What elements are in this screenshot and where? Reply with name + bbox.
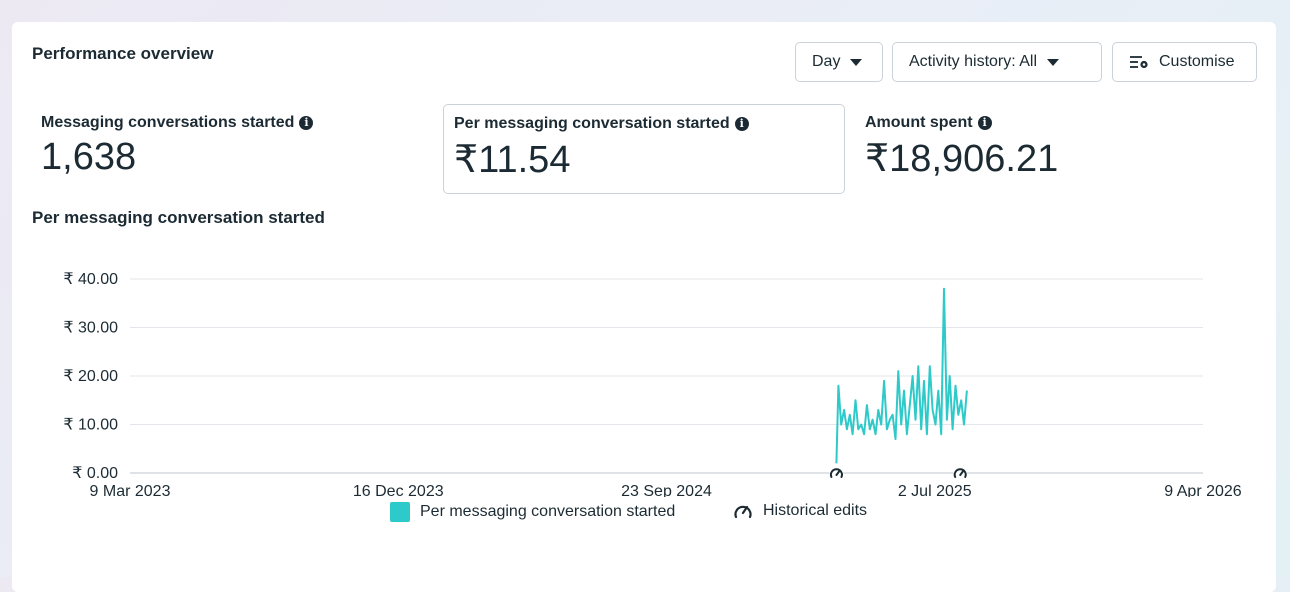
page-title: Performance overview: [32, 44, 214, 63]
metric-value: ₹18,906.21: [865, 138, 1059, 180]
metric-cost-per-conversation[interactable]: Per messaging conversation started i ₹11…: [443, 104, 845, 194]
x-tick-label: 16 Dec 2023: [353, 483, 444, 497]
legend-swatch: [390, 502, 410, 522]
gauge-needle: [959, 470, 965, 476]
info-icon[interactable]: i: [977, 116, 992, 130]
customise-icon: [1130, 56, 1148, 69]
customise-button[interactable]: Customise: [1112, 42, 1257, 82]
legend-item-series[interactable]: Per messaging conversation started: [390, 502, 675, 522]
metric-value: 1,638: [41, 136, 137, 178]
metric-value: ₹11.54: [454, 139, 571, 181]
line-chart: ₹ 40.00 ₹ 30.00 ₹ 20.00 ₹ 10.00 ₹ 0.009 Mar …: [63, 271, 1242, 497]
y-tick-label: ₹ 0.00: [72, 465, 118, 482]
y-tick-label: ₹ 30.00: [63, 320, 118, 337]
metric-conversations[interactable]: Messaging conversations started i 1,638: [31, 104, 421, 194]
chevron-down-icon: [850, 58, 863, 66]
metric-label: Per messaging conversation started: [454, 115, 730, 132]
y-tick-label: ₹ 10.00: [63, 417, 118, 434]
metric-amount-spent[interactable]: Amount spent i ₹18,906.21: [855, 104, 1245, 194]
x-tick-label: 23 Sep 2024: [621, 483, 712, 497]
x-tick-label: 9 Mar 2023: [90, 483, 171, 497]
activity-label: Activity history: All: [909, 53, 1038, 70]
day-label: Day: [812, 53, 841, 70]
gauge-icon: [734, 505, 752, 519]
y-tick-label: ₹ 40.00: [63, 271, 118, 288]
chart-title: Per messaging conversation started: [32, 208, 325, 227]
performance-card: Performance overview Day Activity histor…: [12, 22, 1276, 592]
info-icon[interactable]: i: [299, 116, 314, 130]
day-dropdown[interactable]: Day: [795, 42, 883, 82]
info-icon[interactable]: i: [734, 117, 749, 131]
gauge-needle: [835, 470, 841, 476]
gauge-icon: [953, 468, 967, 478]
chevron-down-icon: [1047, 58, 1060, 66]
activity-history-dropdown[interactable]: Activity history: All: [892, 42, 1102, 82]
x-tick-label: 2 Jul 2025: [898, 483, 972, 497]
gauge-icon: [829, 468, 843, 478]
legend-label: Historical edits: [763, 502, 868, 519]
customise-label: Customise: [1159, 53, 1235, 70]
x-tick-label: 9 Apr 2026: [1164, 483, 1242, 497]
series-line: [835, 287, 968, 464]
metric-label: Messaging conversations started: [41, 114, 295, 131]
y-tick-label: ₹ 20.00: [63, 368, 118, 385]
metric-label: Amount spent: [865, 114, 973, 131]
legend-item-historical-edits[interactable]: Historical edits: [733, 502, 867, 520]
legend-label: Per messaging conversation started: [420, 503, 676, 520]
